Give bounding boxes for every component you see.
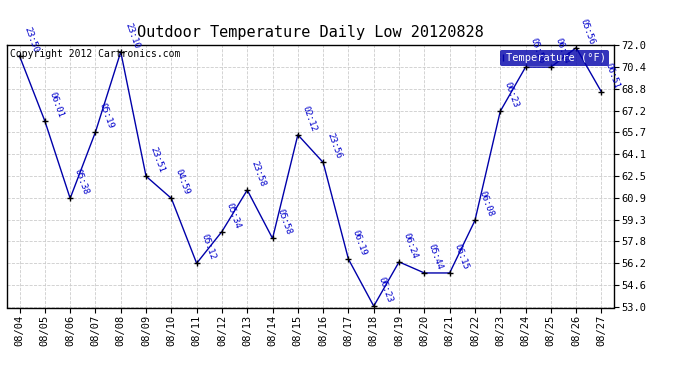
Text: 05:12: 05:12 bbox=[199, 233, 217, 261]
Text: 05:34: 05:34 bbox=[224, 201, 242, 229]
Text: 23:10: 23:10 bbox=[124, 21, 141, 50]
Text: 05:56: 05:56 bbox=[579, 17, 596, 46]
Text: 23:58: 23:58 bbox=[250, 160, 268, 188]
Text: 04:59: 04:59 bbox=[174, 168, 192, 196]
Text: 05:58: 05:58 bbox=[275, 208, 293, 236]
Text: 05:38: 05:38 bbox=[72, 168, 90, 196]
Title: Outdoor Temperature Daily Low 20120828: Outdoor Temperature Daily Low 20120828 bbox=[137, 25, 484, 40]
Text: 06:24: 06:24 bbox=[402, 231, 420, 260]
Text: 23:56: 23:56 bbox=[326, 132, 344, 160]
Text: 06:23: 06:23 bbox=[503, 81, 520, 109]
Legend: Temperature (°F): Temperature (°F) bbox=[500, 50, 609, 66]
Text: 06:01: 06:01 bbox=[48, 91, 65, 119]
Text: 06:51: 06:51 bbox=[604, 62, 622, 90]
Text: 02:12: 02:12 bbox=[300, 104, 318, 133]
Text: 06:19: 06:19 bbox=[351, 229, 368, 257]
Text: Copyright 2012 Cartronics.com: Copyright 2012 Cartronics.com bbox=[10, 49, 180, 59]
Text: 05:44: 05:44 bbox=[427, 243, 444, 271]
Text: 06:08: 06:08 bbox=[477, 190, 495, 218]
Text: 05:56: 05:56 bbox=[528, 37, 546, 65]
Text: 06:23: 06:23 bbox=[376, 276, 394, 304]
Text: 05:19: 05:19 bbox=[98, 102, 116, 130]
Text: 23:51: 23:51 bbox=[148, 146, 166, 174]
Text: 06:15: 06:15 bbox=[452, 243, 470, 271]
Text: 06:34: 06:34 bbox=[553, 37, 571, 65]
Text: 23:50: 23:50 bbox=[22, 26, 40, 54]
